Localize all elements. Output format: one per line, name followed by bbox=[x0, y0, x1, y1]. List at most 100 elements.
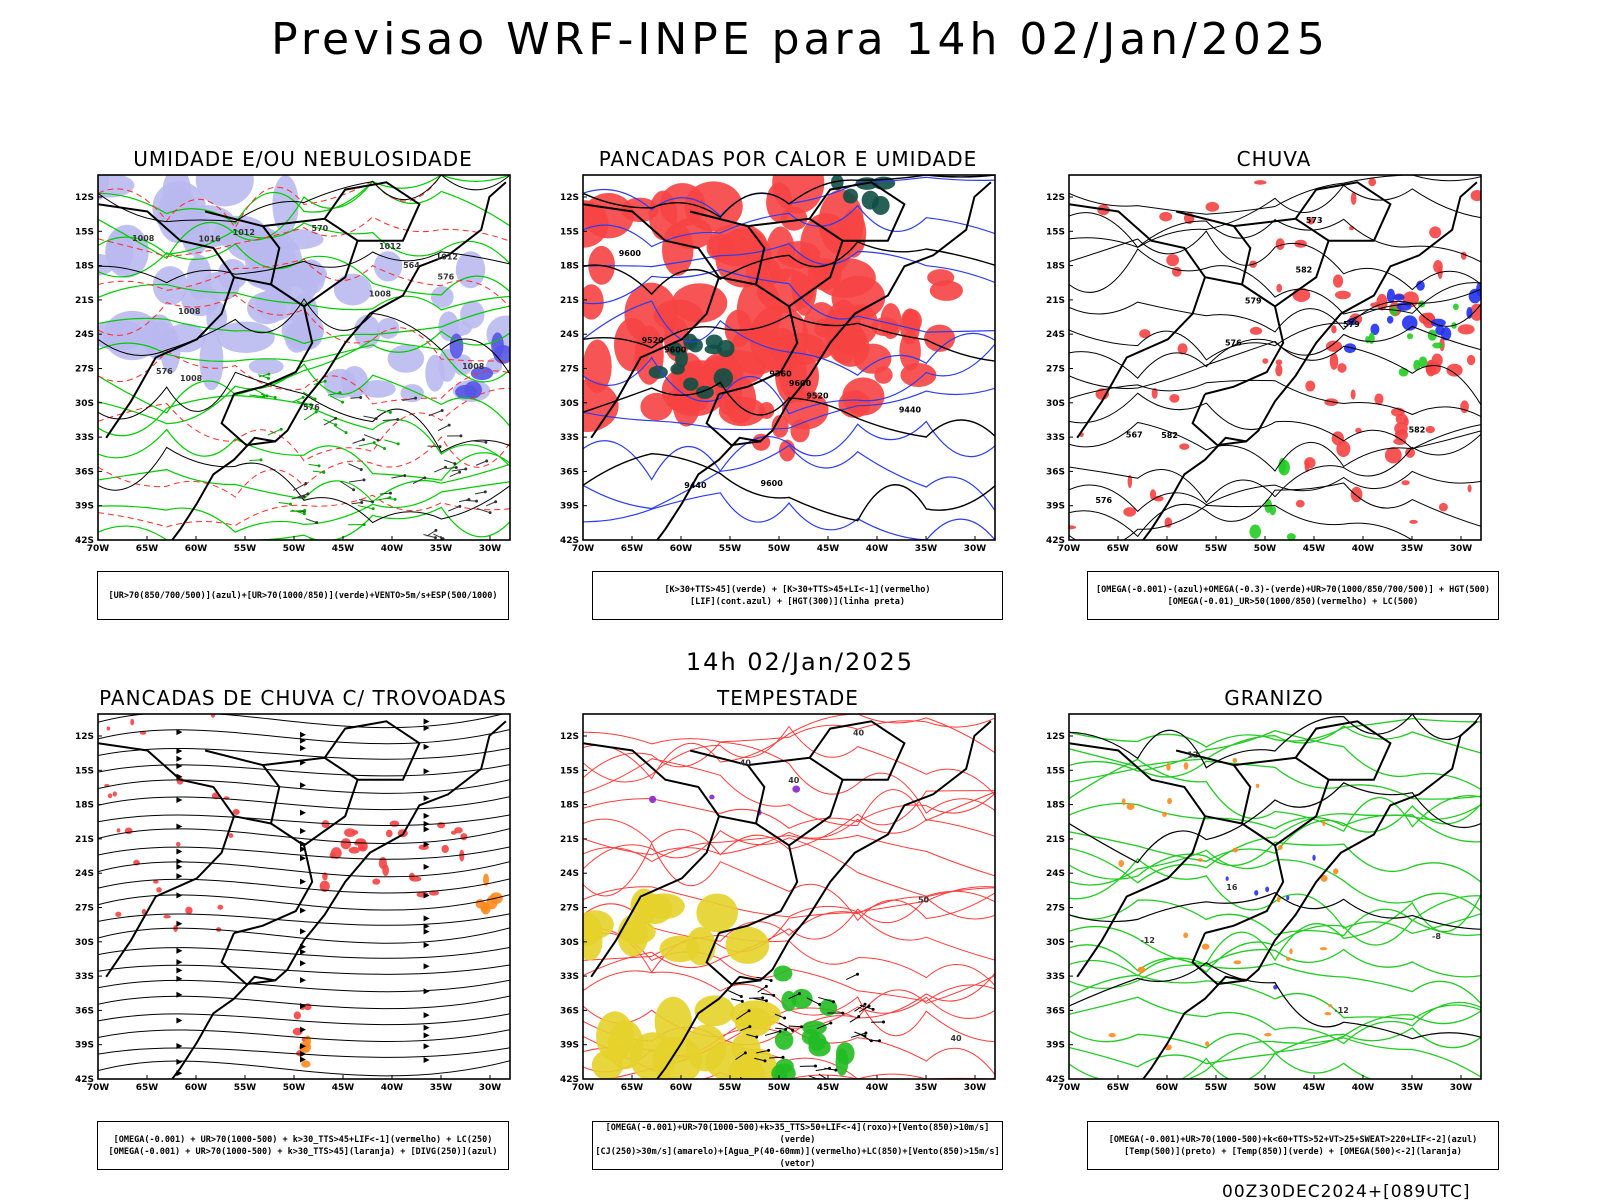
lat-tick-label: 18S bbox=[75, 262, 94, 272]
lon-tick-label: 70W bbox=[1058, 1083, 1081, 1093]
legend-line: [OMEGA(-0.001) + UR>70(1000-500) + k>30_… bbox=[114, 1134, 493, 1146]
lat-tick-label: 30S bbox=[75, 938, 94, 948]
lat-tick-label: 39S bbox=[75, 502, 94, 512]
contour-label: -12 bbox=[1334, 1006, 1348, 1015]
lat-tick-label: 27S bbox=[1046, 365, 1065, 375]
contour-label: 1008 bbox=[180, 374, 203, 383]
legend-tempestade: [OMEGA(-0.001)+UR>70(1000-500)+k>35_TTS>… bbox=[592, 1121, 1003, 1170]
contour-label: -8 bbox=[1432, 932, 1441, 941]
contour-label: 9440 bbox=[899, 405, 922, 414]
lat-tick-label: 27S bbox=[1046, 904, 1065, 914]
panel-title-pancadas-calor: PANCADAS POR CALOR E UMIDADE bbox=[582, 147, 994, 171]
lon-tick-label: 60W bbox=[1156, 1083, 1179, 1093]
contour-label: 579 bbox=[1245, 297, 1262, 306]
lon-tick-label: 50W bbox=[768, 1083, 791, 1093]
lat-tick-label: 21S bbox=[75, 835, 94, 845]
lat-tick-label: 27S bbox=[560, 365, 579, 375]
panel-title-umidade: UMIDADE E/OU NEBULOSIDADE bbox=[97, 147, 509, 171]
lon-tick-label: 45W bbox=[332, 544, 355, 554]
lon-tick-label: 65W bbox=[621, 1083, 644, 1093]
lat-tick-label: 27S bbox=[560, 904, 579, 914]
lat-tick-label: 36S bbox=[1046, 1006, 1065, 1016]
lon-tick-label: 50W bbox=[768, 544, 791, 554]
lon-tick-label: 45W bbox=[1303, 1083, 1326, 1093]
lat-tick-label: 21S bbox=[560, 835, 579, 845]
lon-tick-label: 50W bbox=[283, 1083, 306, 1093]
lon-tick-label: 35W bbox=[915, 544, 938, 554]
lat-tick-label: 39S bbox=[560, 502, 579, 512]
lat-tick-label: 33S bbox=[75, 433, 94, 443]
map-tempestade: 404040504012S15S18S21S24S27S30S33S36S39S… bbox=[545, 709, 1015, 1107]
lat-tick-label: 39S bbox=[1046, 502, 1065, 512]
contour-label: 1008 bbox=[132, 234, 155, 243]
contour-label: 9600 bbox=[789, 379, 812, 388]
lon-tick-label: 60W bbox=[1156, 544, 1179, 554]
legend-granizo: [OMEGA(-0.001)+UR>70(1000-500)+k<60+TTS>… bbox=[1087, 1121, 1499, 1170]
lon-tick-label: 35W bbox=[430, 544, 453, 554]
lat-tick-label: 21S bbox=[75, 296, 94, 306]
lat-tick-label: 30S bbox=[1046, 938, 1065, 948]
contour-label: 9440 bbox=[684, 481, 707, 490]
lon-tick-label: 30W bbox=[964, 544, 987, 554]
contour-label: 564 bbox=[403, 261, 420, 270]
contour-label: -12 bbox=[1140, 936, 1154, 945]
lon-tick-label: 40W bbox=[1352, 544, 1375, 554]
legend-umidade: [UR>70(850/700/500)](azul)+[UR>70(1000/8… bbox=[97, 571, 509, 620]
lat-tick-label: 12S bbox=[75, 193, 94, 203]
legend-line: [OMEGA(-0.001)+UR>70(1000-500)+k<60+TTS>… bbox=[1109, 1134, 1477, 1146]
lat-tick-label: 21S bbox=[560, 296, 579, 306]
contour-label: 9600 bbox=[619, 249, 642, 258]
lon-tick-label: 30W bbox=[1450, 1083, 1473, 1093]
contour-label: 576 bbox=[1225, 339, 1242, 348]
lat-tick-label: 36S bbox=[75, 467, 94, 477]
panel-title-tempestade: TEMPESTADE bbox=[582, 686, 994, 710]
contour-label: 40 bbox=[740, 759, 752, 768]
contour-label: 40 bbox=[853, 729, 865, 738]
lon-tick-label: 55W bbox=[719, 1083, 742, 1093]
map-pancadas-calor: 96009600960096009520952094409360944012S1… bbox=[545, 170, 1015, 568]
lat-tick-label: 15S bbox=[560, 227, 579, 237]
legend-line: [K>30+TTS>45](verde) + [K>30+TTS>45+LI<-… bbox=[664, 584, 930, 596]
lat-tick-label: 33S bbox=[1046, 433, 1065, 443]
lon-tick-label: 40W bbox=[866, 1083, 889, 1093]
lat-tick-label: 36S bbox=[1046, 467, 1065, 477]
contour-label: 576 bbox=[303, 403, 320, 412]
contour-label: 1012 bbox=[379, 242, 401, 251]
lat-tick-label: 30S bbox=[1046, 399, 1065, 409]
lat-tick-label: 12S bbox=[560, 732, 579, 742]
legend-pancadas-trovoadas: [OMEGA(-0.001) + UR>70(1000-500) + k>30_… bbox=[97, 1121, 509, 1170]
run-info-footer: 00Z30DEC2024+[089UTC] bbox=[1222, 1182, 1471, 1202]
lat-tick-label: 33S bbox=[75, 972, 94, 982]
legend-line: [OMEGA(-0.001)-(azul)+OMEGA(-0.3)-(verde… bbox=[1096, 584, 1490, 596]
legend-chuva: [OMEGA(-0.001)-(azul)+OMEGA(-0.3)-(verde… bbox=[1087, 571, 1499, 620]
map-granizo: -12-121216-812S15S18S21S24S27S30S33S36S3… bbox=[1031, 709, 1501, 1107]
lon-tick-label: 55W bbox=[234, 1083, 257, 1093]
lon-tick-label: 35W bbox=[1401, 1083, 1424, 1093]
lon-tick-label: 65W bbox=[1107, 544, 1130, 554]
lon-tick-label: 50W bbox=[1254, 1083, 1277, 1093]
contour-label: 567 bbox=[1126, 431, 1143, 440]
legend-line: [UR>70(850/700/500)](azul)+[UR>70(1000/8… bbox=[109, 590, 498, 602]
contour-label: 9360 bbox=[769, 370, 792, 379]
lat-tick-label: 30S bbox=[560, 938, 579, 948]
lon-tick-label: 65W bbox=[136, 544, 159, 554]
contour-label: 12 bbox=[1187, 751, 1198, 760]
lon-tick-label: 70W bbox=[572, 1083, 595, 1093]
legend-line: [OMEGA(-0.001) + UR>70(1000-500) + k>30_… bbox=[109, 1146, 498, 1158]
contour-label: 1016 bbox=[198, 234, 221, 243]
lat-tick-label: 30S bbox=[75, 399, 94, 409]
lat-tick-label: 12S bbox=[1046, 193, 1065, 203]
lon-tick-label: 35W bbox=[915, 1083, 938, 1093]
contour-label: 40 bbox=[950, 1034, 962, 1043]
lat-tick-label: 21S bbox=[1046, 835, 1065, 845]
lat-tick-label: 27S bbox=[75, 365, 94, 375]
contour-label: 1012 bbox=[233, 228, 255, 237]
lat-tick-label: 36S bbox=[560, 467, 579, 477]
lat-tick-label: 33S bbox=[1046, 972, 1065, 982]
lon-tick-label: 60W bbox=[670, 544, 693, 554]
contour-label: 16 bbox=[1226, 883, 1238, 892]
lon-tick-label: 70W bbox=[87, 1083, 110, 1093]
lat-tick-label: 21S bbox=[1046, 296, 1065, 306]
lon-tick-label: 65W bbox=[1107, 1083, 1130, 1093]
